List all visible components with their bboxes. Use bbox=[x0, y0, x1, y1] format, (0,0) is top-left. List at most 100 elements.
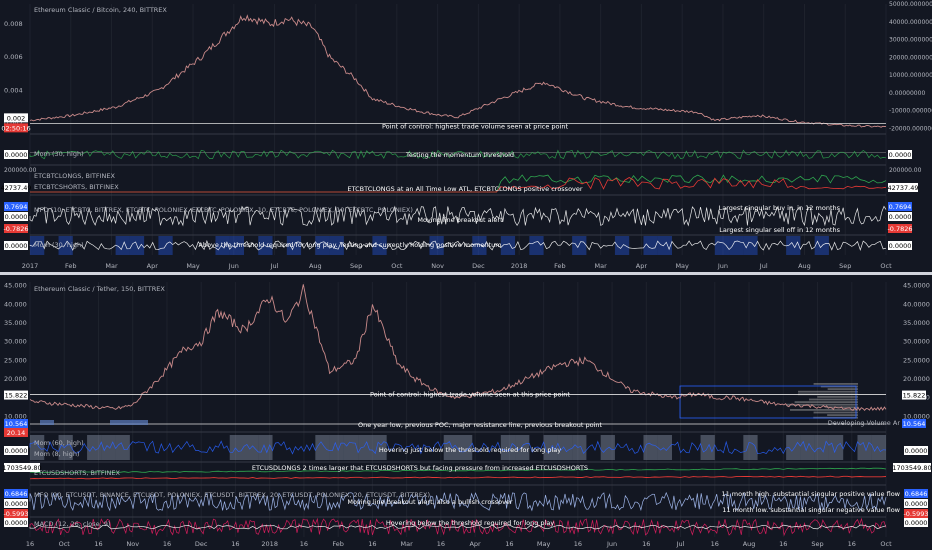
top-mom2-block bbox=[743, 236, 758, 255]
bottom-ls-tag-left-bg bbox=[4, 463, 40, 472]
bottom-mom-block bbox=[372, 435, 387, 460]
bottom-shorts-line bbox=[29, 475, 887, 480]
bottom-mom-block bbox=[443, 435, 458, 460]
top-x-tick: Jul bbox=[270, 262, 279, 270]
top-mfo-tag-right2: -0.7826 bbox=[887, 225, 912, 233]
bottom-mfo-annotation-low: 11 month low. substantial singular negat… bbox=[722, 506, 900, 514]
bottom-right-tick: 40.0000 bbox=[903, 300, 930, 308]
bottom-left-tick: 10.000 bbox=[4, 412, 27, 420]
bottom-mom-block bbox=[30, 435, 45, 460]
bottom-low-tag-right: 10.564 bbox=[903, 420, 926, 428]
bottom-mom-block bbox=[657, 435, 672, 460]
bottom-mom-block bbox=[229, 435, 244, 460]
bottom-left-tick: 30.000 bbox=[4, 338, 27, 346]
top-mom2-tag-right-bg bbox=[888, 241, 912, 250]
bottom-poc-tag-right-bg bbox=[902, 390, 926, 400]
bottom-macd-hist bbox=[29, 517, 887, 537]
top-mom2-block bbox=[30, 236, 45, 255]
top-mom2-block bbox=[315, 236, 330, 255]
top-mom2-block bbox=[329, 236, 344, 255]
bottom-mom-block bbox=[557, 435, 573, 460]
bottom-mom-block bbox=[258, 435, 273, 460]
bottom-mom-label2: Mom (8, high) bbox=[34, 450, 80, 458]
bottom-right-tick: 30.0000 bbox=[903, 338, 930, 346]
top-x-tick: Oct bbox=[880, 262, 892, 270]
bottom-mfo-tag-zero-left-bg bbox=[4, 499, 28, 508]
top-mom-tag-left-bg bbox=[4, 150, 28, 159]
bottom-mom-block bbox=[58, 435, 73, 460]
top-x-tick: Feb bbox=[554, 262, 566, 270]
top-ls-axis-top: 200000.00 bbox=[889, 167, 922, 174]
top-mfo-tag-zero-right: 0.0000 bbox=[889, 213, 912, 221]
bottom-ls-tag-left: 1703549.80 bbox=[2, 464, 41, 472]
top-x-tick: 2017 bbox=[22, 262, 39, 270]
bottom-mom-block bbox=[743, 435, 758, 460]
bottom-right-tick: 25.0000 bbox=[903, 356, 930, 364]
top-mom2-block bbox=[814, 236, 829, 255]
bottom-mom-annotation: Hovering just below the threshold requir… bbox=[379, 446, 561, 454]
bottom-price-tag-bg bbox=[4, 428, 28, 437]
top-price-line bbox=[29, 14, 887, 128]
bottom-mfo-tag-right: 0.6846 bbox=[905, 490, 928, 498]
bottom-low-marker bbox=[40, 420, 54, 425]
top-x-tick: Aug bbox=[309, 262, 322, 270]
bottom-low-marker bbox=[110, 420, 148, 425]
top-x-tick: Jun bbox=[717, 262, 728, 270]
bottom-mom-block bbox=[786, 435, 801, 460]
top-right-tick: 10000.00000000 bbox=[889, 72, 932, 79]
bottom-left-tick: 45.000 bbox=[4, 282, 27, 290]
bottom-mom-block bbox=[458, 435, 473, 460]
top-mfo-annotation-breakout: Moving line breakout alert bbox=[417, 216, 503, 224]
top-mom-tag-left: 0.0000 bbox=[5, 151, 28, 159]
top-mom2-block bbox=[500, 236, 516, 255]
bottom-mom-block bbox=[115, 435, 130, 460]
top-mfo-line bbox=[29, 205, 887, 227]
bottom-mom-tag-left: 0.0000 bbox=[5, 447, 28, 455]
bottom-mfo-tag-zero-right: 0.0000 bbox=[905, 500, 928, 508]
bottom-price-line bbox=[29, 284, 887, 412]
bottom-volume-profile-bar bbox=[827, 414, 858, 416]
bottom-mfo-tag-left-bg bbox=[4, 489, 28, 498]
bottom-macd-tag-left-bg bbox=[4, 518, 28, 527]
top-right-tick: 0.00000000 bbox=[889, 90, 925, 97]
top-price-tag-bg bbox=[4, 113, 28, 123]
bottom-left-tick: 20.000 bbox=[4, 375, 27, 383]
top-right-tick: 50000.00000000 bbox=[889, 1, 932, 8]
top-x-tick: Aug bbox=[798, 262, 811, 270]
bottom-x-tick: Oct bbox=[880, 540, 892, 548]
top-ls-tag-right-bg bbox=[888, 183, 918, 192]
bottom-left-tick: 35.000 bbox=[4, 319, 27, 327]
bottom-mom-block bbox=[515, 435, 530, 460]
bottom-mom-block bbox=[500, 435, 516, 460]
top-time-tag: 02:50:16 bbox=[1, 124, 30, 132]
chart-separator bbox=[0, 272, 932, 275]
bottom-mom-block bbox=[358, 435, 373, 460]
top-x-tick: Oct bbox=[391, 262, 403, 270]
bottom-x-tick: Sep bbox=[811, 540, 823, 548]
bottom-x-tick: 16 bbox=[505, 540, 513, 548]
bottom-mom-block bbox=[600, 435, 615, 460]
bottom-ls-tag-right-bg bbox=[893, 463, 931, 472]
bottom-macd-tag-left: 0.0000 bbox=[5, 519, 28, 527]
top-mom-annotation: Testing the momentum threshold bbox=[405, 151, 514, 159]
bottom-x-tick: Apr bbox=[469, 540, 481, 548]
top-longs-label: ETCBTCLONGS, BITFINEX bbox=[34, 172, 115, 180]
bottom-mfo-tag-zero-right-bg bbox=[904, 499, 928, 508]
bottom-mfo-tag-left2: -0.5993 bbox=[3, 510, 28, 518]
top-mom2-block bbox=[58, 236, 73, 255]
bottom-mfo-tag-right-bg bbox=[904, 489, 928, 498]
top-mfo-tag-left-bg bbox=[4, 202, 28, 211]
bottom-right-tick: 10.0000 bbox=[903, 412, 930, 420]
top-mom-line bbox=[29, 149, 887, 160]
bottom-shorts-label: ETCUSDSHORTS, BITFINEX bbox=[34, 469, 120, 477]
top-mom2-tag-left: 0.0000 bbox=[5, 242, 28, 250]
top-x-tick: Jun bbox=[228, 262, 239, 270]
top-left-tick: 0.004 bbox=[4, 86, 23, 94]
top-mom2-label: Mom (30, high) bbox=[34, 241, 84, 249]
top-mfo-tag-right2-bg bbox=[888, 224, 912, 233]
bottom-mom-tag-left-bg bbox=[4, 446, 28, 455]
bottom-x-tick: 16 bbox=[94, 540, 102, 548]
bottom-mom-line bbox=[29, 440, 887, 455]
